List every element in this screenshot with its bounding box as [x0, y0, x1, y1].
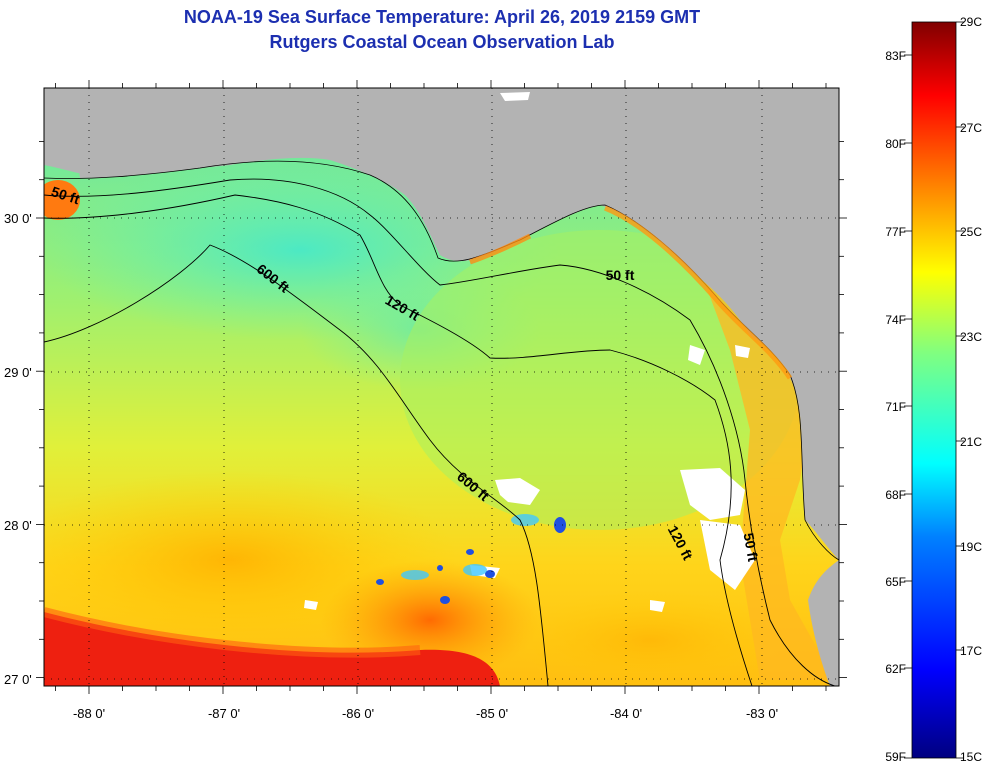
sst-image: [44, 88, 839, 686]
longitude-label: -88 0': [73, 706, 105, 721]
latitude-label: 27 0': [4, 672, 32, 687]
longitude-label: -83 0': [746, 706, 778, 721]
graticule: [36, 80, 847, 694]
colorbar-celsius-label: 19C: [960, 540, 982, 554]
colorbar-celsius-label: 15C: [960, 750, 982, 764]
land-north: [44, 88, 839, 560]
colorbar-labels: 83F 80F 77F 74F 71F 68F 65F 62F 59F 29C 27C 25C 23C 2…: [885, 15, 982, 764]
colorbar-fahrenheit-label: 59F: [885, 750, 906, 764]
longitude-label: -85 0': [476, 706, 508, 721]
map-title: NOAA-19 Sea Surface Temperature: April 2…: [183, 7, 701, 27]
contour-600ft: [44, 244, 549, 686]
colorbar-fahrenheit-label: 71F: [885, 400, 906, 414]
map-subtitle: Rutgers Coastal Ocean Observation Lab: [269, 32, 615, 52]
colorbar-fahrenheit-label: 68F: [885, 488, 906, 502]
contour-label: 50 ft: [606, 267, 635, 283]
colorbar-fahrenheit-label: 65F: [885, 575, 906, 589]
colorbar-celsius-label: 27C: [960, 121, 982, 135]
contour-50ft: [44, 178, 836, 686]
colorbar-celsius-label: 29C: [960, 15, 982, 29]
longitude-label: -84 0': [610, 706, 642, 721]
colorbar-fahrenheit-label: 74F: [885, 313, 906, 327]
sst-colorbar: [911, 21, 957, 759]
colorbar-celsius-label: 21C: [960, 435, 982, 449]
colorbar-fahrenheit-label: 62F: [885, 662, 906, 676]
contour-label: 50 ft: [741, 532, 762, 563]
colorbar-celsius-label: 23C: [960, 330, 982, 344]
latitude-label: 30 0': [4, 211, 32, 226]
longitude-label: -87 0': [208, 706, 240, 721]
bathymetry-contours: [44, 178, 836, 686]
colorbar-fahrenheit-label: 77F: [885, 225, 906, 239]
longitude-label: -86 0': [342, 706, 374, 721]
cloud-mask: [304, 92, 755, 612]
axis-labels: -88 0' -87 0' -86 0' -85 0' -84 0' -83 0' 30 0…: [4, 211, 778, 721]
colorbar-celsius-label: 25C: [960, 225, 982, 239]
latitude-label: 28 0': [4, 518, 32, 533]
colorbar-fahrenheit-label: 80F: [885, 137, 906, 151]
contour-120ft: [44, 194, 753, 686]
latitude-label: 29 0': [4, 365, 32, 380]
colorbar-fahrenheit-label: 83F: [885, 49, 906, 63]
colorbar-celsius-label: 17C: [960, 644, 982, 658]
